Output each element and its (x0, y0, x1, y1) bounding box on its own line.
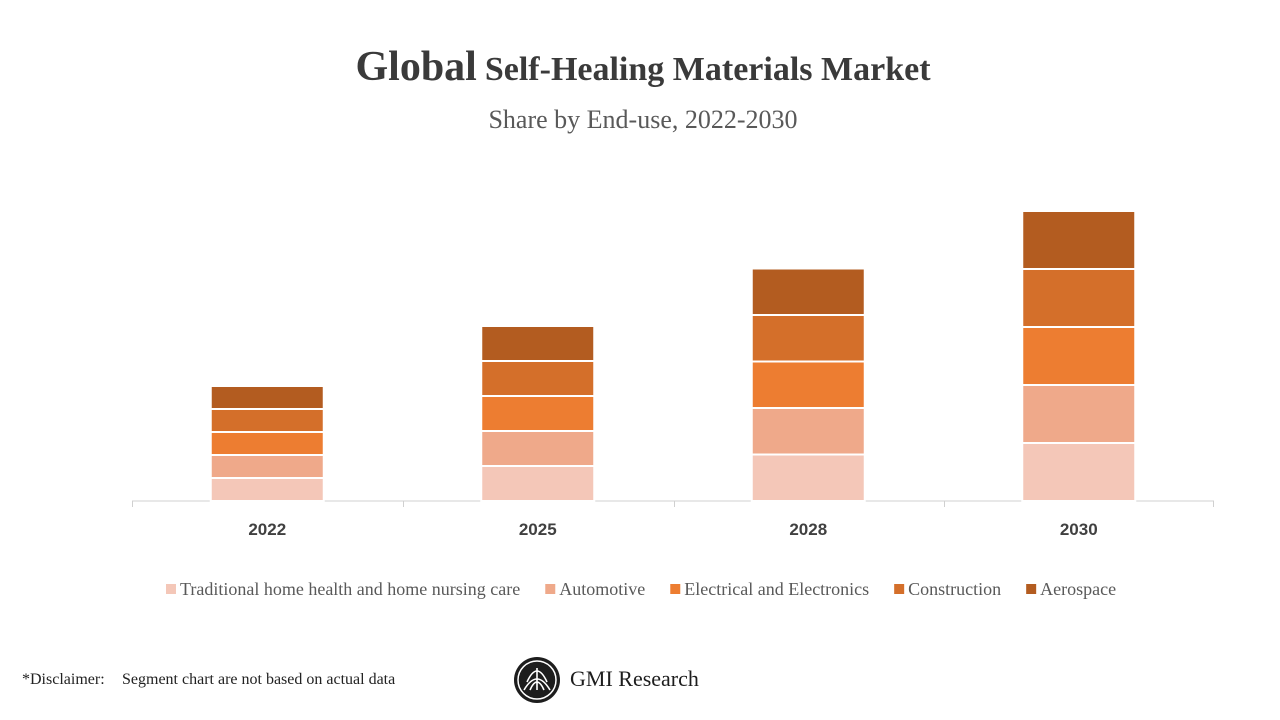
title-main: Self-Healing Materials Market (485, 51, 931, 88)
bar-segment (209, 454, 325, 479)
x-tick-label: 2028 (789, 520, 827, 539)
legend-label: Electrical and Electronics (684, 579, 869, 599)
bar-segment (1021, 210, 1137, 270)
brand-logo (514, 657, 560, 703)
bar-segment (750, 453, 866, 502)
bar-segment (750, 360, 866, 409)
bar-segment (1021, 268, 1137, 328)
bar-segment (209, 431, 325, 456)
bar-segment (1021, 384, 1137, 444)
category-separators (132, 501, 1214, 507)
x-tick-label: 2025 (519, 520, 557, 539)
bar-segment (750, 314, 866, 363)
title-lead: Global (355, 44, 476, 90)
x-tick-label: 2022 (248, 520, 286, 539)
bar-segment (209, 477, 325, 502)
brand-name: GMI Research (570, 666, 699, 691)
bar-segment (480, 465, 596, 502)
legend-label: Traditional home health and home nursing… (180, 579, 520, 599)
bar-segment (480, 395, 596, 432)
bar-segment (480, 430, 596, 467)
disclaimer-text: Segment chart are not based on actual da… (122, 671, 395, 688)
chart-title: Global Self-Healing Materials Market (355, 44, 931, 90)
bar-segment (1021, 326, 1137, 386)
legend-swatch (166, 584, 176, 594)
bar-segment (480, 325, 596, 362)
bar-segment (1021, 442, 1137, 502)
bar-segment (209, 385, 325, 410)
legend-label: Automotive (559, 579, 645, 599)
bar-segment (750, 267, 866, 316)
legend-swatch (894, 584, 905, 594)
legend-swatch (545, 584, 556, 594)
bar-segment (750, 407, 866, 456)
bar-segment (480, 360, 596, 397)
legend-swatch (1026, 584, 1037, 594)
legend-label: Construction (908, 579, 1001, 599)
x-tick-label: 2030 (1060, 520, 1098, 539)
disclaimer-label: *Disclaimer: (22, 671, 105, 688)
legend-swatch (670, 584, 681, 594)
chart-subtitle: Share by End-use, 2022-2030 (488, 105, 797, 134)
legend-label: Aerospace (1040, 579, 1116, 599)
bar-segment (209, 408, 325, 433)
